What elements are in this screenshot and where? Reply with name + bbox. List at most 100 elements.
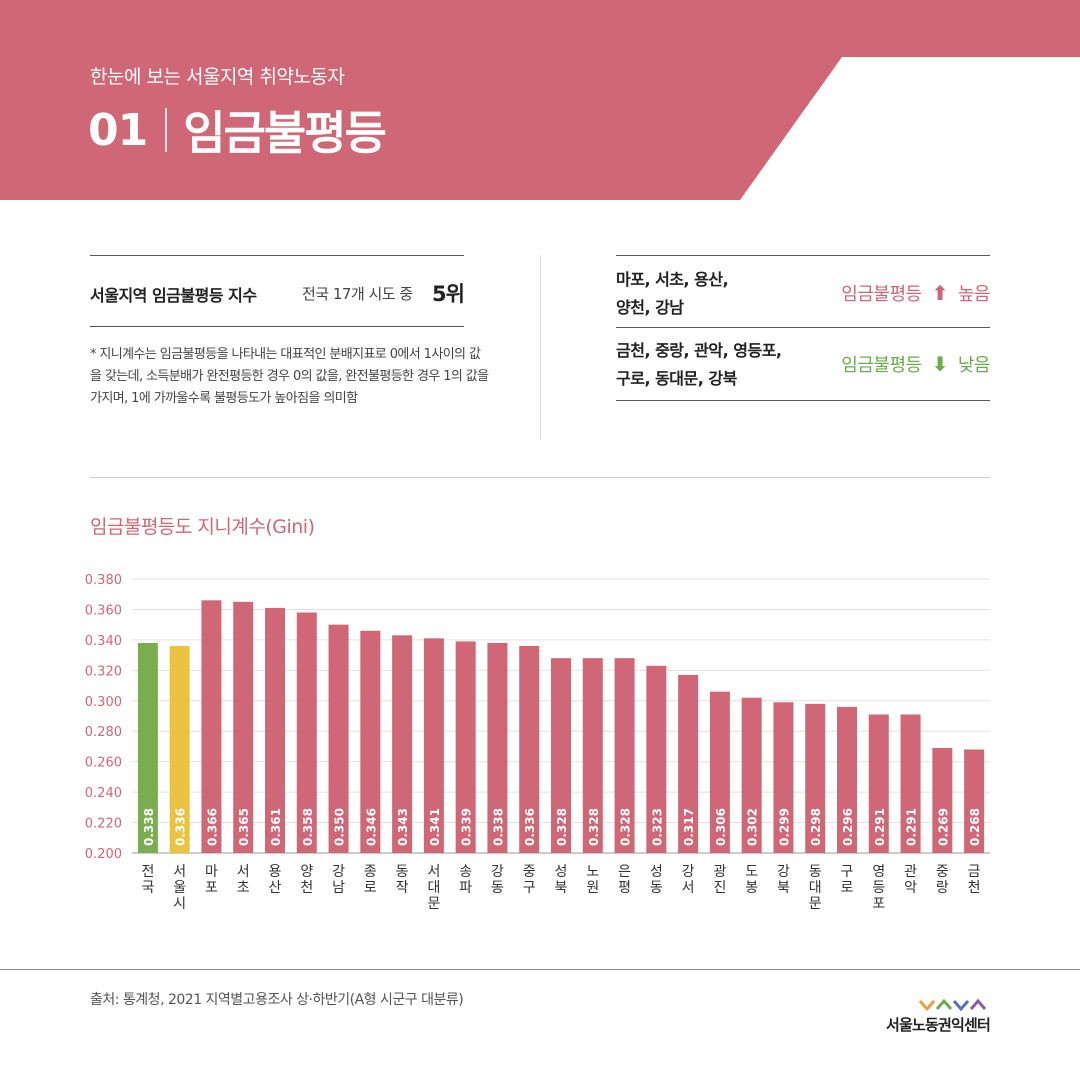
bar-12 <box>487 642 508 853</box>
bar-17 <box>646 665 667 853</box>
chart-title: 임금불평등도 지니계수(Gini) <box>90 516 315 538</box>
bar-value-label: 0.346 <box>364 808 378 846</box>
bar-10 <box>423 638 444 853</box>
arrow-up-icon: ⬆ <box>931 281 949 305</box>
y-tick-label: 0.200 <box>85 847 122 862</box>
bar-value-label: 0.291 <box>873 808 887 846</box>
summary-bottom-rule <box>90 326 464 327</box>
bar-value-label: 0.338 <box>491 808 505 846</box>
bar-24 <box>868 714 889 853</box>
header-band <box>0 0 1080 200</box>
y-tick-label: 0.380 <box>85 573 122 588</box>
summary-divider <box>540 255 541 440</box>
header-subtitle: 한눈에 보는 서울지역 취약노동자 <box>90 66 345 88</box>
bar-4 <box>233 601 254 853</box>
bar-6 <box>296 612 317 853</box>
bar-value-label: 0.291 <box>905 808 919 846</box>
logo-chevron <box>918 1000 936 1012</box>
bar-value-label: 0.366 <box>205 808 219 846</box>
bar-11 <box>455 641 476 853</box>
title-divider <box>165 108 168 152</box>
index-label: 서울지역 임금불평등 지수 <box>90 286 257 305</box>
low-regions-list: 금천, 중랑, 관악, 영등포, 구로, 동대문, 강북 <box>616 337 816 393</box>
high-regions-line1: 마포, 서초, 용산, <box>616 270 729 289</box>
bar-value-label: 0.268 <box>968 808 982 846</box>
bar-13 <box>519 645 540 853</box>
bar-value-label: 0.358 <box>301 808 315 846</box>
low-badge-label: 임금불평등 <box>841 355 922 376</box>
bar-value-label: 0.365 <box>237 808 251 846</box>
bar-value-label: 0.343 <box>396 808 410 846</box>
y-tick-label: 0.260 <box>85 756 122 771</box>
logo-chevron <box>935 998 953 1010</box>
index-rank: 5위 <box>432 282 465 306</box>
bar-23 <box>837 706 857 853</box>
bar-15 <box>582 658 603 853</box>
y-tick-label: 0.220 <box>85 817 122 832</box>
low-badge-suffix: 낮음 <box>957 355 991 376</box>
high-inequality-badge: 임금불평등 ⬆ 높음 <box>841 280 990 306</box>
source-note: 출처: 통계청, 2021 지역별고용조사 상·하반기(A형 시군구 대분류) <box>90 992 464 1008</box>
bar-9 <box>392 635 413 853</box>
gini-note: * 지니계수는 임금불평등을 나타내는 대표적인 분배지표로 0에서 1사이의 … <box>90 347 489 406</box>
bar-value-label: 0.336 <box>523 808 537 846</box>
bar-7 <box>328 624 349 853</box>
section-rule <box>90 477 990 478</box>
bar-26 <box>932 747 953 853</box>
bar-5 <box>265 607 285 853</box>
section-number: 01 <box>88 104 148 156</box>
bar-27 <box>964 749 985 853</box>
bar-14 <box>551 658 571 853</box>
bar-value-label: 0.269 <box>936 808 950 846</box>
header-title-row: 01 임금불평등 <box>88 100 387 161</box>
low-inequality-badge: 임금불평등 ⬇ 낮음 <box>841 351 990 377</box>
low-regions-line2: 구로, 동대문, 강북 <box>616 369 737 388</box>
index-rank-label: 전국 17개 시도 중 <box>302 285 413 303</box>
bar-value-label: 0.323 <box>650 808 664 846</box>
bar-value-label: 0.339 <box>460 808 474 846</box>
logo: 서울노동권익센터 <box>860 998 991 1035</box>
footer-rule <box>0 969 1080 970</box>
high-badge-label: 임금불평등 <box>841 284 922 305</box>
logo-chevrons-icon <box>918 998 987 1012</box>
bar-value-label: 0.299 <box>777 808 791 846</box>
y-tick-label: 0.300 <box>85 695 122 710</box>
high-regions-line2: 양천, 강남 <box>616 298 684 317</box>
gini-bar-chart: 0.200 0.220 0.240 0.260 0.280 0.300 0.320 0.340… <box>85 573 990 912</box>
bar-value-label: 0.328 <box>587 808 601 846</box>
page-title: 임금불평등 <box>183 106 387 160</box>
bar-8 <box>360 630 381 853</box>
bar-value-label: 0.361 <box>269 808 283 846</box>
logo-chevron <box>952 1000 970 1012</box>
bar-25 <box>900 714 921 853</box>
bar-value-label: 0.341 <box>428 808 442 846</box>
bar-value-label: 0.338 <box>142 808 156 846</box>
header-background <box>0 0 1080 200</box>
bar-value-label: 0.350 <box>333 808 347 846</box>
bar-2 <box>169 645 190 853</box>
high-badge-suffix: 높음 <box>957 284 991 305</box>
y-tick-label: 0.360 <box>85 603 122 618</box>
